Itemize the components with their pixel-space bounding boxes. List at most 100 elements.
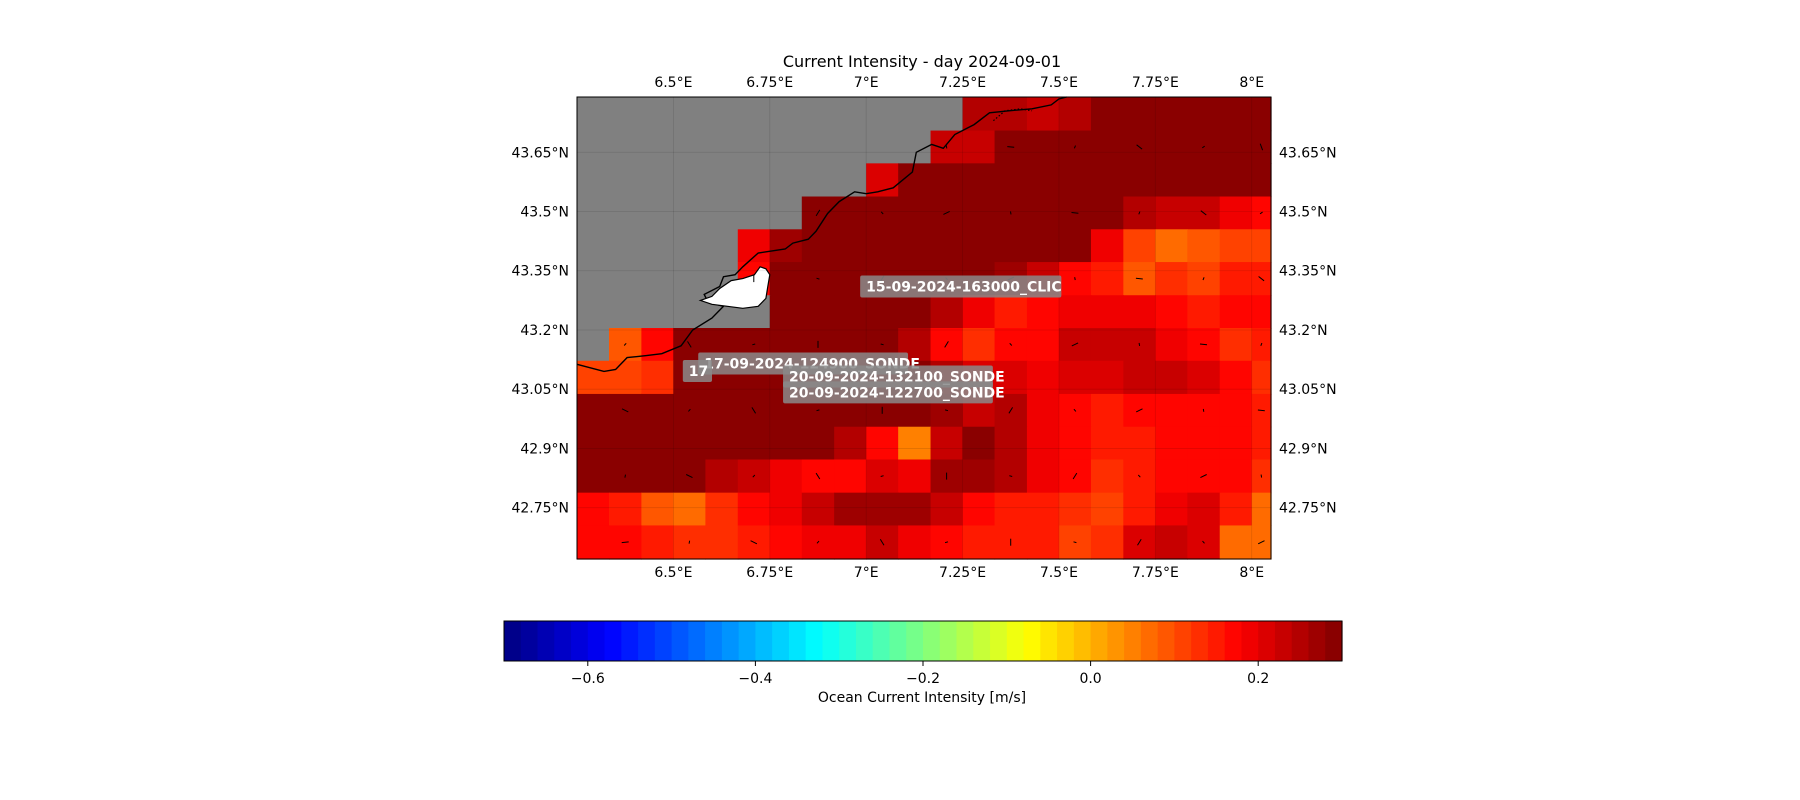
colorbar-step xyxy=(788,621,807,661)
colorbar-step xyxy=(839,621,857,661)
land-cell xyxy=(609,262,642,296)
intensity-cell xyxy=(1155,97,1188,132)
intensity-cell xyxy=(1219,492,1253,527)
colorbar-step xyxy=(1057,621,1075,661)
current-arrow xyxy=(750,540,758,545)
intensity-cell xyxy=(1026,459,1060,494)
intensity-cell xyxy=(930,295,964,329)
current-arrow xyxy=(688,540,691,544)
colorbar-step xyxy=(537,621,555,661)
land-cell xyxy=(609,196,642,230)
current-arrow xyxy=(1202,145,1205,149)
intensity-cell xyxy=(1123,492,1156,527)
colorbar-step xyxy=(654,621,673,661)
graticule xyxy=(577,97,1271,559)
intensity-cell xyxy=(1026,393,1060,428)
intensity-cell xyxy=(641,459,674,494)
intensity-cell xyxy=(1026,492,1060,527)
colorbar-step xyxy=(889,621,907,661)
land-cell xyxy=(641,130,674,164)
current-arrow xyxy=(1200,210,1207,216)
station-label-box xyxy=(682,359,713,382)
intensity-cell xyxy=(1090,492,1124,527)
lon-tick-label-top: 6.75°E xyxy=(746,75,793,91)
intensity-cell xyxy=(1155,360,1188,395)
intensity-cell xyxy=(577,492,610,527)
intensity-cell xyxy=(1251,360,1272,395)
intensity-cell xyxy=(898,229,932,263)
current-arrow xyxy=(621,541,629,544)
colorbar-step xyxy=(1308,621,1326,661)
intensity-cell xyxy=(962,295,996,329)
lon-tick-label-bottom: 7.25°E xyxy=(939,565,986,581)
colorbar-label: Ocean Current Intensity [m/s] xyxy=(818,690,1026,706)
colorbar-step xyxy=(721,621,740,661)
land-cell xyxy=(673,97,706,132)
intensity-cell xyxy=(1155,328,1188,362)
lon-tick-label-top: 7°E xyxy=(854,75,879,91)
intensity-cell xyxy=(1026,426,1060,461)
intensity-cell xyxy=(1123,229,1156,263)
colorbar-step xyxy=(939,621,958,661)
intensity-cell xyxy=(962,97,996,132)
intensity-cell xyxy=(1155,229,1188,263)
colorbar-step xyxy=(1107,621,1125,661)
colorbar-step xyxy=(1274,621,1293,661)
intensity-cell xyxy=(962,328,996,362)
intensity-cell xyxy=(737,492,771,527)
intensity-cell xyxy=(1155,426,1188,461)
lat-tick-label-left: 43.05°N xyxy=(511,382,569,398)
lon-tick-label-bottom: 7°E xyxy=(854,565,879,581)
intensity-cell xyxy=(1123,163,1156,198)
current-arrow xyxy=(1008,407,1014,414)
land-cell xyxy=(641,295,674,329)
current-arrow xyxy=(621,408,629,413)
intensity-cell xyxy=(1058,492,1092,527)
intensity-cell xyxy=(705,426,739,461)
intensity-cell xyxy=(962,163,996,198)
intensity-cell xyxy=(994,229,1028,263)
colorbar-step xyxy=(1124,621,1142,661)
intensity-cell xyxy=(705,393,739,428)
intensity-cell xyxy=(1251,492,1272,527)
intensity-cell xyxy=(994,163,1028,198)
colorbar-step xyxy=(872,621,891,661)
land-cell xyxy=(577,130,610,164)
intensity-cell xyxy=(801,295,835,329)
intensity-cell xyxy=(994,97,1028,132)
current-arrow xyxy=(816,409,820,412)
intensity-cell xyxy=(737,229,771,263)
intensity-cell xyxy=(1155,163,1188,198)
current-arrow xyxy=(1202,540,1205,544)
intensity-cell xyxy=(1026,229,1060,263)
current-arrow xyxy=(1137,538,1142,546)
colorbar-step xyxy=(1207,621,1226,661)
intensity-cell xyxy=(1155,525,1188,560)
current-arrow xyxy=(880,343,884,346)
station-label-box xyxy=(783,381,993,404)
current-arrow xyxy=(1199,343,1208,346)
lat-tick-label-left: 43.65°N xyxy=(511,145,569,161)
intensity-cell xyxy=(577,426,610,461)
land-cell xyxy=(609,163,642,198)
intensity-cell xyxy=(1219,525,1253,560)
intensity-cell xyxy=(1058,229,1092,263)
colorbar-step xyxy=(571,621,589,661)
intensity-cell xyxy=(866,426,899,461)
intensity-cell xyxy=(1090,163,1124,198)
colorbar-step xyxy=(1040,621,1058,661)
current-arrow xyxy=(1202,408,1205,412)
intensity-cell xyxy=(1123,426,1156,461)
intensity-cell xyxy=(1155,196,1188,230)
lon-tick-label-bottom: 7.5°E xyxy=(1040,565,1078,581)
intensity-cell xyxy=(801,426,835,461)
land-cell xyxy=(866,130,899,164)
intensity-cell xyxy=(962,130,996,164)
intensity-cell xyxy=(1155,393,1188,428)
current-arrow xyxy=(1260,474,1263,478)
current-arrow xyxy=(944,541,949,544)
intensity-cell xyxy=(1090,196,1124,230)
intensity-cell xyxy=(1026,163,1060,198)
colorbar-step xyxy=(906,621,924,661)
land-cell xyxy=(705,229,739,263)
